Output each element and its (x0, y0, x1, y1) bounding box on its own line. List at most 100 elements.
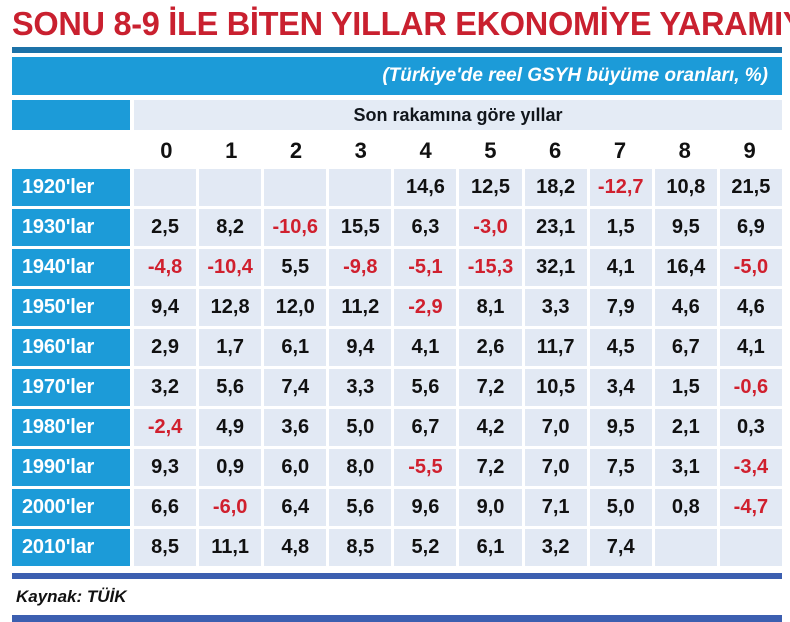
row-label-1960lar: 1960'lar (12, 329, 130, 366)
table-row: 1990'lar 9,3 0,9 6,0 8,0 -5,5 7,2 7,0 7,5 3,1 -3,4 (12, 449, 782, 486)
table-row: 1940'lar -4,8 -10,4 5,5 -9,8 -5,1 -15,3 32,1 4,1… (12, 249, 782, 286)
caption-corner-block (12, 100, 130, 130)
data-cell: 4,1 (394, 329, 457, 366)
column-header-4: 4 (419, 138, 432, 163)
data-cell: 8,0 (329, 449, 392, 486)
data-cell: 4,8 (264, 529, 327, 566)
row-cells: -2,4 4,9 3,6 5,0 6,7 4,2 7,0 9,5 2,1 0,3 (134, 409, 782, 446)
data-cell: -6,0 (199, 489, 262, 526)
data-cell: 6,7 (394, 409, 457, 446)
data-cell: 4,5 (589, 329, 652, 366)
row-label-1970ler: 1970'ler (12, 369, 130, 406)
data-cell: 3,4 (589, 369, 652, 406)
row-label-1980ler: 1980'ler (12, 409, 130, 446)
data-cell: 4,6 (654, 289, 717, 326)
data-cell: 3,2 (524, 529, 587, 566)
data-cell: 5,2 (394, 529, 457, 566)
column-header-3: 3 (354, 138, 367, 163)
column-header-8: 8 (678, 138, 691, 163)
footer-divider-top (12, 573, 782, 579)
data-cell: 18,2 (524, 169, 587, 206)
data-cell: 6,1 (264, 329, 327, 366)
column-header-5: 5 (484, 138, 497, 163)
data-cell: 7,2 (459, 449, 522, 486)
table-row: 2000'ler 6,6 -6,0 6,4 5,6 9,6 9,0 7,1 5,0 0,8 -4,7 (12, 489, 782, 526)
row-cells: 2,5 8,2 -10,6 15,5 6,3 -3,0 23,1 1,5 9,5 6,9 (134, 209, 782, 246)
data-cell: 2,6 (459, 329, 522, 366)
data-cell: 7,2 (459, 369, 522, 406)
column-header-0: 0 (160, 138, 173, 163)
data-cell: -5,1 (394, 249, 457, 286)
data-cell: 6,3 (394, 209, 457, 246)
data-cell: -0,6 (719, 369, 782, 406)
data-cell: 6,9 (719, 209, 782, 246)
data-cell: 7,4 (589, 529, 652, 566)
data-cell: 6,6 (134, 489, 197, 526)
data-cell: 4,1 (589, 249, 652, 286)
row-label-1950ler: 1950'ler (12, 289, 130, 326)
data-cell: -3,4 (719, 449, 782, 486)
column-header-9: 9 (743, 138, 756, 163)
data-cell: -4,8 (134, 249, 197, 286)
table-caption-row: Son rakamına göre yıllar (12, 100, 782, 130)
footer: Kaynak: TÜİK (12, 579, 782, 615)
table-row: 2010'lar 8,5 11,1 4,8 8,5 5,2 6,1 3,2 7,4 (12, 529, 782, 566)
data-cell: 21,5 (719, 169, 782, 206)
data-cell: 7,5 (589, 449, 652, 486)
data-cell: 11,1 (199, 529, 262, 566)
caption-band: Son rakamına göre yıllar (134, 100, 782, 130)
data-cell: 12,0 (264, 289, 327, 326)
data-cell: -15,3 (459, 249, 522, 286)
data-cell: 0,8 (654, 489, 717, 526)
data-cell: 3,1 (654, 449, 717, 486)
data-cell: 8,1 (459, 289, 522, 326)
row-cells: -4,8 -10,4 5,5 -9,8 -5,1 -15,3 32,1 4,1 16,4 -5,0 (134, 249, 782, 286)
data-cell: 9,5 (589, 409, 652, 446)
row-label-1920ler: 1920'ler (12, 169, 130, 206)
data-cell: 1,7 (199, 329, 262, 366)
data-cell: 11,2 (329, 289, 392, 326)
data-cell: 8,2 (199, 209, 262, 246)
data-cell: 7,0 (524, 409, 587, 446)
data-cell: 6,7 (654, 329, 717, 366)
data-cell: 32,1 (524, 249, 587, 286)
column-header-cells: 0 1 2 3 4 5 6 7 8 9 (134, 133, 782, 169)
row-label-1940lar: 1940'lar (12, 249, 130, 286)
row-cells: 6,6 -6,0 6,4 5,6 9,6 9,0 7,1 5,0 0,8 -4,7 (134, 489, 782, 526)
data-cell: 7,0 (524, 449, 587, 486)
data-cell: 9,3 (134, 449, 197, 486)
data-cell: 2,9 (134, 329, 197, 366)
data-cell: 5,6 (199, 369, 262, 406)
data-cell: 3,2 (134, 369, 197, 406)
data-cell: -12,7 (589, 169, 652, 206)
data-cell: -4,7 (719, 489, 782, 526)
data-cell: 4,1 (719, 329, 782, 366)
title-container: SONU 8-9 İLE BİTEN YILLAR EKONOMİYE YARA… (0, 0, 790, 44)
table-row: 1970'ler 3,2 5,6 7,4 3,3 5,6 7,2 10,5 3,4 1,5 -0,6 (12, 369, 782, 406)
data-cell: 10,8 (654, 169, 717, 206)
column-header-2: 2 (289, 138, 303, 163)
table-row: 1930'lar 2,5 8,2 -10,6 15,5 6,3 -3,0 23,1 1,5 9,5… (12, 209, 782, 246)
table-row: 1980'ler -2,4 4,9 3,6 5,0 6,7 4,2 7,0 9,5 2,1 0,3 (12, 409, 782, 446)
row-cells: 9,3 0,9 6,0 8,0 -5,5 7,2 7,0 7,5 3,1 -3,4 (134, 449, 782, 486)
row-cells: 8,5 11,1 4,8 8,5 5,2 6,1 3,2 7,4 (134, 529, 782, 566)
data-cell: 1,5 (589, 209, 652, 246)
data-cell: 7,9 (589, 289, 652, 326)
data-cell: 8,5 (329, 529, 392, 566)
data-cell: 6,0 (264, 449, 327, 486)
data-cell: 12,8 (199, 289, 262, 326)
data-cell: 5,0 (589, 489, 652, 526)
data-cell: 23,1 (524, 209, 587, 246)
data-cell: 16,4 (654, 249, 717, 286)
column-group-label: Son rakamına göre yıllar (353, 104, 563, 125)
data-cell: 4,6 (719, 289, 782, 326)
header-corner-spacer (12, 133, 130, 169)
data-cell (134, 169, 197, 206)
data-cell: -2,9 (394, 289, 457, 326)
data-cell: 2,5 (134, 209, 197, 246)
data-cell (199, 169, 262, 206)
data-cell: 3,3 (524, 289, 587, 326)
column-header-row: 0 1 2 3 4 5 6 7 8 9 (12, 133, 782, 169)
page-title: SONU 8-9 İLE BİTEN YILLAR EKONOMİYE YARA… (12, 5, 790, 42)
